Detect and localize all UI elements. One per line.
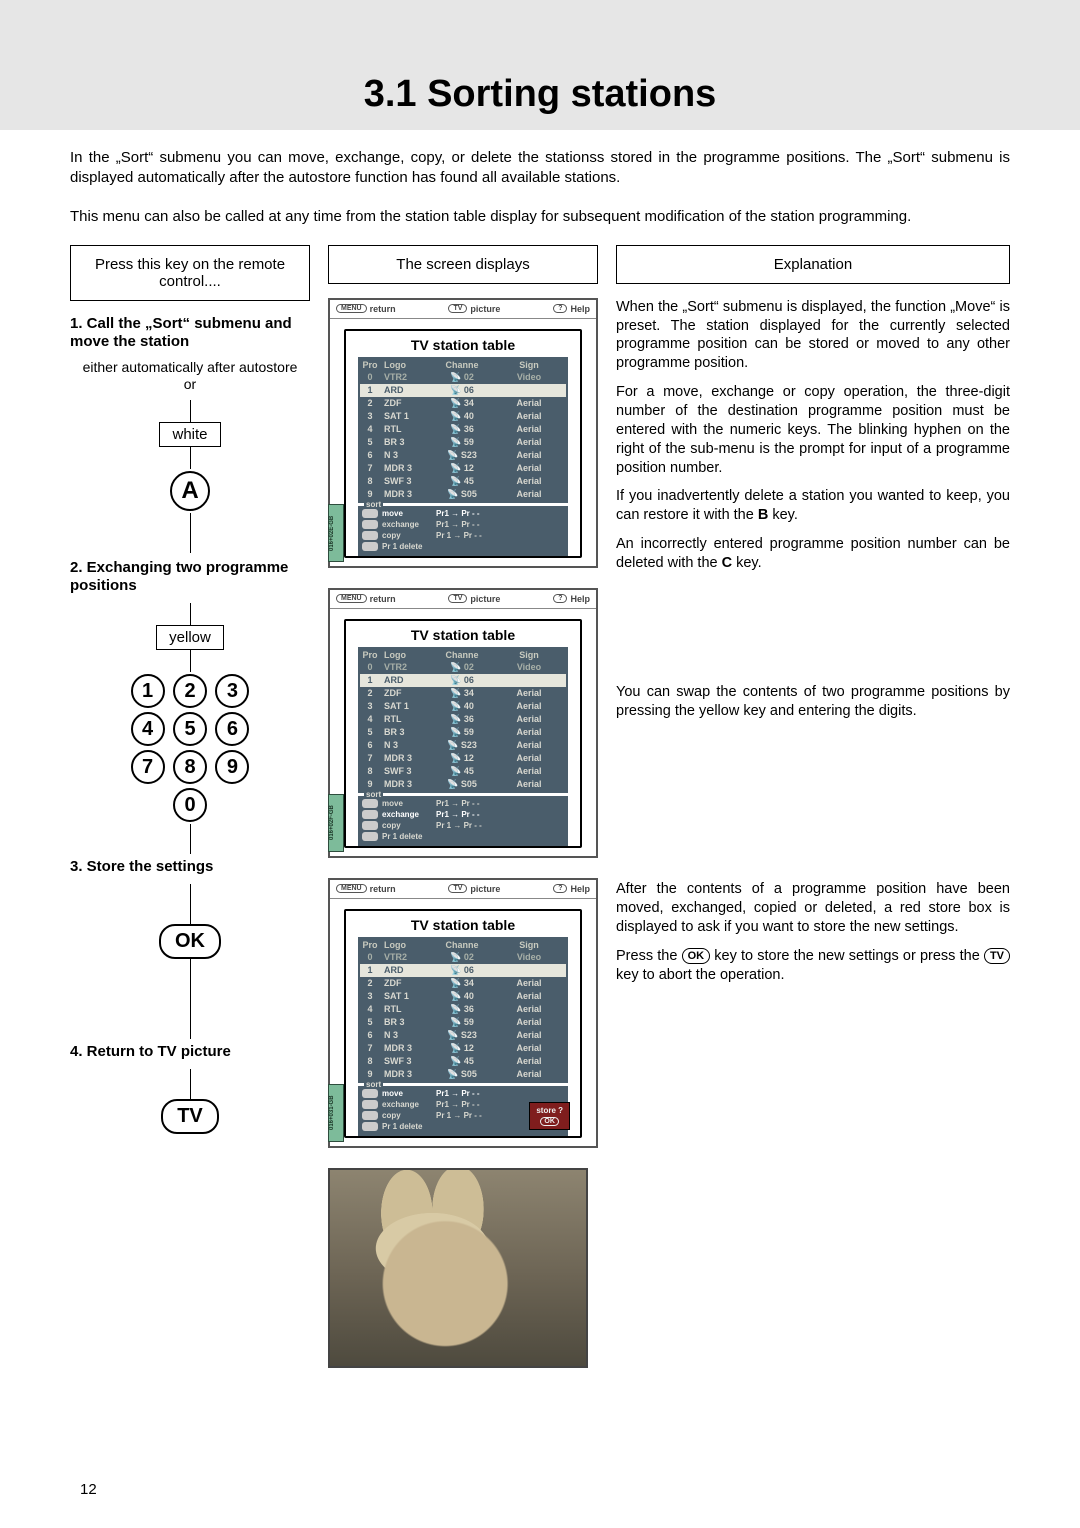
store-prompt: store ? OK <box>529 1102 570 1130</box>
osd3-sideid: 016+031-GB <box>328 1084 344 1142</box>
col-header-mid: The screen displays <box>328 245 598 284</box>
ok-key-inline: OK <box>682 948 711 964</box>
intro-paragraph-2: This menu can also be called at any time… <box>0 197 1080 235</box>
remote-key-1[interactable]: 1 <box>131 674 165 708</box>
column-remote: Press this key on the remote control....… <box>70 245 310 1368</box>
step3-title: 3. Store the settings <box>70 858 310 876</box>
column-explanation: Explanation When the „Sort“ submenu is d… <box>616 245 1010 1368</box>
osd2-sideid: 016+02F-GB <box>328 794 344 852</box>
remote-key-ok[interactable]: OK <box>159 924 221 959</box>
osd1-sideid: 016+02E-GB <box>328 504 344 562</box>
expl-p4: An incorrectly entered programme positio… <box>616 535 1010 573</box>
expl-p7: Press the OK key to store the new settin… <box>616 947 1010 985</box>
step2-color-label: yellow <box>156 625 224 650</box>
page-title: 3.1 Sorting stations <box>0 55 1080 130</box>
remote-key-4[interactable]: 4 <box>131 712 165 746</box>
expl-p6: After the contents of a programme positi… <box>616 880 1010 937</box>
col-header-right: Explanation <box>616 245 1010 284</box>
tv-picture-fox <box>328 1168 588 1368</box>
step1-title: 1. Call the „Sort“ submenu and move the … <box>70 315 310 351</box>
osd-title: TV station table <box>346 337 580 353</box>
remote-key-2[interactable]: 2 <box>173 674 207 708</box>
osd-panel-2: MENU return TV picture ? Help 016+02F-GB… <box>328 588 598 858</box>
help-icon: ? <box>553 304 567 313</box>
remote-key-0[interactable]: 0 <box>173 788 207 822</box>
remote-key-6[interactable]: 6 <box>215 712 249 746</box>
step1-sub: either automatically after autostoreor <box>70 359 310 394</box>
top-grey-bar <box>0 0 1080 55</box>
expl-p3: If you inadvertently delete a station yo… <box>616 487 1010 525</box>
step1-color-label: white <box>159 422 220 447</box>
osd-panel-1: MENU return TV picture ? Help 016+02E-GB… <box>328 298 598 568</box>
expl-p1: When the „Sort“ submenu is displayed, th… <box>616 298 1010 373</box>
remote-key-9[interactable]: 9 <box>215 750 249 784</box>
tv-icon: TV <box>448 304 467 313</box>
page-number: 12 <box>80 1481 97 1498</box>
remote-key-7[interactable]: 7 <box>131 750 165 784</box>
column-screens: The screen displays MENU return TV pictu… <box>328 245 598 1368</box>
remote-key-tv[interactable]: TV <box>161 1099 219 1134</box>
intro-paragraph-1: In the „Sort“ submenu you can move, exch… <box>0 148 1080 197</box>
expl-p5: You can swap the contents of two program… <box>616 683 1010 721</box>
station-table: ProLogoChanneSign0VTR2📡 02Video1ARD📡 062… <box>358 357 568 503</box>
step2-title: 2. Exchanging two programme positions <box>70 559 310 595</box>
remote-key-8[interactable]: 8 <box>173 750 207 784</box>
sort-block: sort movePr1 → Pr - -exchangePr1 → Pr - … <box>358 506 568 556</box>
expl-p2: For a move, exchange or copy operation, … <box>616 383 1010 477</box>
menu-icon: MENU <box>336 304 367 313</box>
osd-panel-3: MENU return TV picture ? Help 016+031-GB… <box>328 878 598 1148</box>
remote-key-a[interactable]: A <box>170 471 210 511</box>
tv-key-inline: TV <box>984 948 1010 964</box>
remote-key-3[interactable]: 3 <box>215 674 249 708</box>
col-header-left: Press this key on the remote control.... <box>70 245 310 301</box>
remote-key-5[interactable]: 5 <box>173 712 207 746</box>
numeric-keypad: 1 2 3 4 5 6 7 8 9 0 <box>70 672 310 824</box>
step4-title: 4. Return to TV picture <box>70 1043 310 1061</box>
